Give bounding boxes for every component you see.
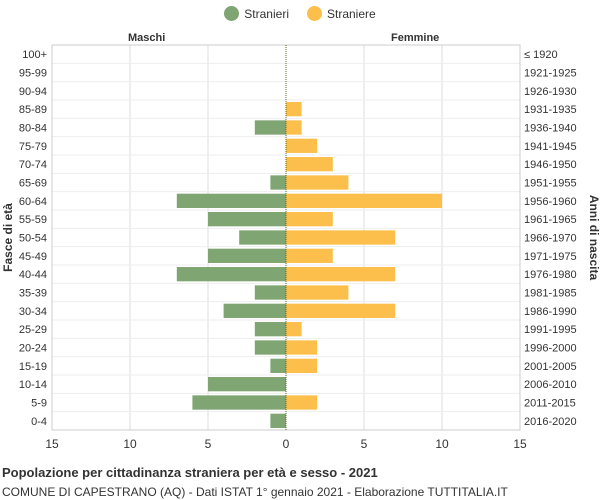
age-tick-label: 90-94	[19, 86, 47, 98]
birth-year-tick-label: 2006-2010	[524, 379, 577, 391]
bar-female-80-84	[286, 120, 302, 135]
bar-female-70-74	[286, 157, 333, 172]
bar-female-30-34	[286, 303, 396, 318]
x-tick-label: 10	[435, 437, 449, 451]
age-tick-label: 10-14	[19, 379, 47, 391]
bar-male-55-59	[208, 212, 286, 227]
bar-male-65-69	[270, 175, 286, 190]
birth-year-tick-label: 1986-1990	[524, 306, 577, 318]
x-tick-label: 5	[361, 437, 368, 451]
x-tick-label: 0	[283, 437, 290, 451]
birth-year-tick-label: 2016-2020	[524, 416, 577, 428]
bar-male-0-4	[270, 413, 286, 428]
age-tick-label: 20-24	[19, 343, 47, 355]
age-tick-label: 0-4	[31, 416, 47, 428]
age-tick-label: 50-54	[19, 233, 47, 245]
birth-year-tick-label: 1956-1960	[524, 196, 577, 208]
legend-item-stranieri[interactable]: Stranieri	[224, 6, 289, 21]
legend-swatch-stranieri	[224, 6, 240, 21]
bar-female-55-59	[286, 212, 333, 227]
birth-year-tick-label: 1936-1940	[524, 123, 577, 135]
birth-year-tick-label: 1946-1950	[524, 159, 577, 171]
bar-male-5-9	[192, 395, 286, 410]
females-side-label: Femmine	[391, 32, 440, 44]
birth-year-tick-label: 1921-1925	[524, 68, 577, 80]
bar-male-20-24	[254, 340, 286, 355]
y-axis-title-left: Fasce di età	[1, 203, 15, 272]
age-tick-label: 35-39	[19, 288, 47, 300]
legend: Stranieri Straniere	[0, 6, 600, 21]
bar-male-25-29	[254, 322, 286, 337]
birth-year-tick-label: 2011-2015	[524, 398, 576, 410]
age-tick-label: 5-9	[31, 398, 47, 410]
legend-label-stranieri: Stranieri	[244, 6, 289, 21]
age-tick-label: 40-44	[19, 269, 47, 281]
age-tick-label: 70-74	[19, 159, 47, 171]
birth-year-tick-label: 1926-1930	[524, 86, 577, 98]
bar-female-15-19	[286, 358, 318, 373]
bar-female-85-89	[286, 102, 302, 117]
bar-male-50-54	[239, 230, 286, 245]
x-tick-label: 5	[205, 437, 212, 451]
legend-swatch-straniere	[306, 6, 322, 21]
bar-male-45-49	[208, 248, 286, 263]
birth-year-tick-label: 1966-1970	[524, 233, 577, 245]
age-tick-label: 25-29	[19, 324, 47, 336]
age-tick-label: 95-99	[19, 68, 47, 80]
x-tick-label: 10	[123, 437, 137, 451]
birth-year-tick-label: 1971-1975	[524, 251, 577, 263]
age-tick-label: 60-64	[19, 196, 47, 208]
birth-year-tick-label: 1996-2000	[524, 343, 577, 355]
birth-year-tick-label: ≤ 1920	[524, 49, 558, 61]
age-tick-label: 85-89	[19, 104, 47, 116]
population-pyramid-chart: 100+ ≤ 1920 95-99 1921-1925 90-94 1926-1930 85…	[1, 44, 600, 451]
bar-female-35-39	[286, 285, 349, 300]
chart-subtitle: COMUNE DI CAPESTRANO (AQ) - Dati ISTAT 1…	[2, 485, 508, 499]
bar-female-75-79	[286, 138, 318, 153]
bar-male-15-19	[270, 358, 286, 373]
age-tick-label: 55-59	[19, 214, 47, 226]
bar-female-25-29	[286, 322, 302, 337]
bar-male-60-64	[176, 193, 286, 208]
bar-female-20-24	[286, 340, 318, 355]
age-tick-label: 80-84	[19, 123, 47, 135]
chart-title: Popolazione per cittadinanza straniera p…	[2, 465, 378, 480]
birth-year-tick-label: 1976-1980	[524, 269, 577, 281]
bar-male-35-39	[254, 285, 286, 300]
bar-female-60-64	[286, 193, 442, 208]
bar-male-80-84	[254, 120, 286, 135]
bar-male-30-34	[223, 303, 286, 318]
bar-female-5-9	[286, 395, 318, 410]
age-tick-label: 75-79	[19, 141, 47, 153]
legend-label-straniere: Straniere	[326, 6, 376, 21]
bar-female-65-69	[286, 175, 349, 190]
legend-item-straniere[interactable]: Straniere	[306, 6, 376, 21]
age-tick-label: 30-34	[19, 306, 47, 318]
birth-year-tick-label: 1961-1965	[524, 214, 577, 226]
birth-year-tick-label: 1981-1985	[524, 288, 577, 300]
x-tick-label: 15	[45, 437, 59, 451]
x-tick-label: 15	[513, 437, 527, 451]
bar-male-10-14	[208, 377, 286, 392]
bar-female-50-54	[286, 230, 396, 245]
birth-year-tick-label: 1941-1945	[524, 141, 577, 153]
age-tick-label: 65-69	[19, 178, 47, 190]
males-side-label: Maschi	[128, 32, 166, 44]
birth-year-tick-label: 1991-1995	[524, 324, 577, 336]
birth-year-tick-label: 1951-1955	[524, 178, 577, 190]
y-axis-title-right: Anni di nascita	[587, 195, 600, 281]
age-tick-label: 100+	[22, 49, 47, 61]
birth-year-tick-label: 1931-1935	[524, 104, 577, 116]
age-tick-label: 15-19	[19, 361, 47, 373]
birth-year-tick-label: 2001-2005	[524, 361, 577, 373]
bar-female-45-49	[286, 248, 333, 263]
age-tick-label: 45-49	[19, 251, 47, 263]
bar-female-40-44	[286, 267, 396, 282]
bar-male-40-44	[176, 267, 286, 282]
